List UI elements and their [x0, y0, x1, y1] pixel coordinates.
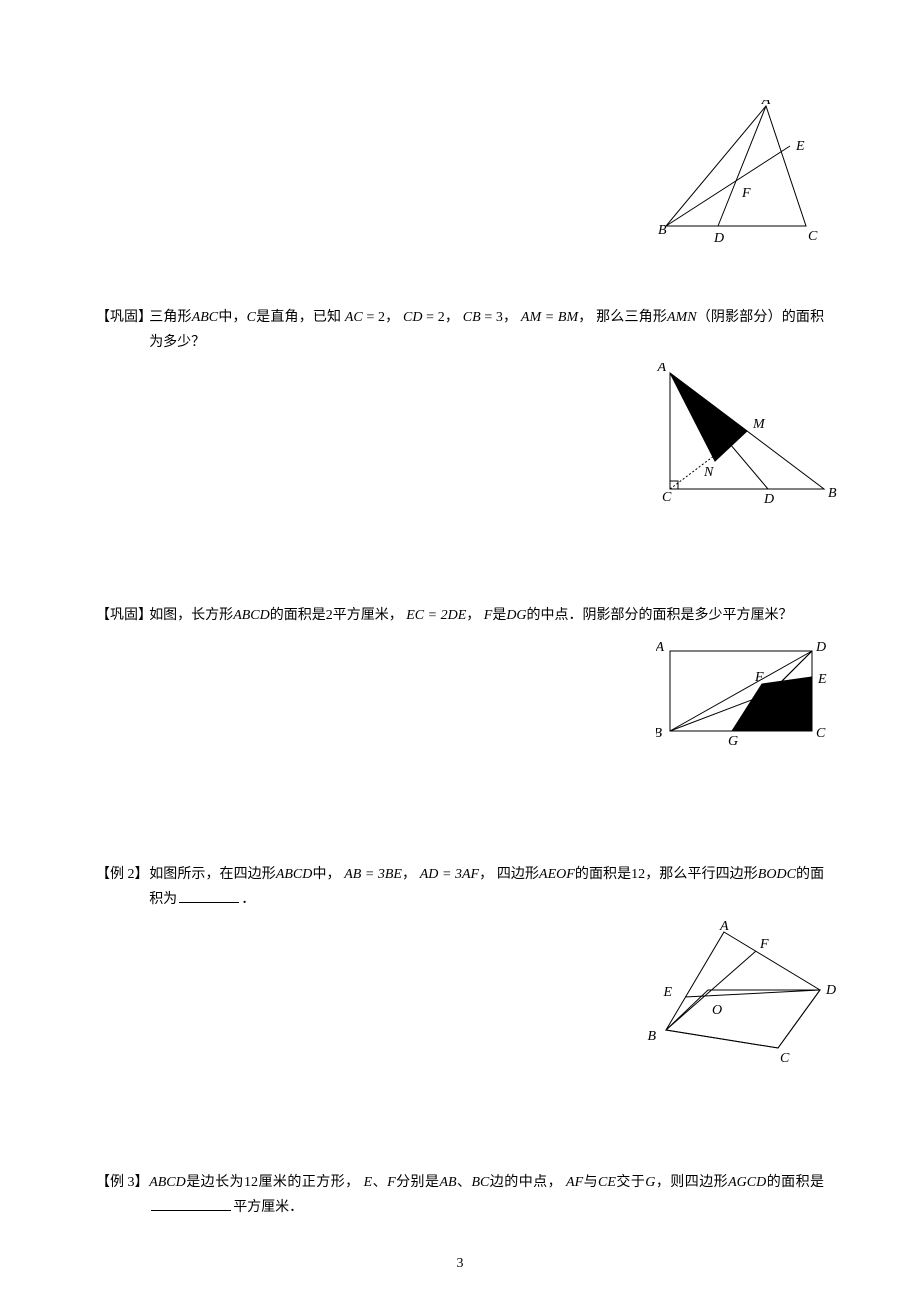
problem-consolidate-1: 【巩固】 三角形ABC中，C是直角，已知 AC = 2， CD = 2， CB … — [96, 305, 824, 355]
text-example-2: 如图所示，在四边形ABCD中， AB = 3BE， AD = 3AF， 四边形A… — [149, 862, 824, 912]
label-B: B — [828, 486, 837, 501]
diagram-3-svg: A D B C E F G — [656, 637, 836, 747]
shaded-amn — [670, 373, 747, 461]
label-example-3: 【例 3】 — [96, 1170, 149, 1220]
label-D: D — [815, 640, 826, 655]
text-example-3: ABCD是边长为12厘米的正方形， E、F分别是AB、BC边的中点， AF与CE… — [149, 1170, 824, 1220]
text-consolidate-1: 三角形ABC中，C是直角，已知 AC = 2， CD = 2， CB = 3， … — [149, 305, 824, 355]
label-D: D — [825, 983, 836, 998]
label-A: A — [719, 920, 729, 934]
figure-1-triangle-abc: A B C D E F — [656, 100, 824, 255]
label-B: B — [656, 726, 662, 741]
label-B: B — [647, 1029, 656, 1044]
diagram-4-svg: A F D E O B C — [636, 920, 846, 1065]
label-F: F — [759, 937, 769, 952]
problem-consolidate-2: 【巩固】 如图，长方形ABCD的面积是2平方厘米， EC = 2DE， F是DG… — [96, 603, 824, 628]
label-C: C — [808, 229, 818, 244]
label-E: E — [795, 139, 805, 154]
label-C: C — [662, 490, 672, 505]
label-consolidate-2: 【巩固】 — [96, 603, 149, 628]
page-number: 3 — [0, 1256, 920, 1272]
figure-4-quadrilateral: A F D E O B C — [636, 920, 824, 1070]
problem-example-2: 【例 2】 如图所示，在四边形ABCD中， AB = 3BE， AD = 3AF… — [96, 862, 824, 912]
label-C: C — [816, 726, 826, 741]
shaded-region — [732, 677, 812, 731]
blank-example-2 — [179, 902, 239, 903]
label-E: E — [817, 672, 827, 687]
label-consolidate-1: 【巩固】 — [96, 305, 149, 355]
figure-2-triangle-amn: A B C D M N — [656, 363, 824, 513]
figure-3-rectangle-abcd: A D B C E F G — [656, 637, 824, 752]
label-G: G — [728, 734, 738, 747]
diagram-2-svg: A B C D M N — [656, 363, 846, 508]
label-M: M — [752, 417, 766, 432]
blank-example-3 — [151, 1210, 231, 1211]
label-D: D — [763, 492, 774, 507]
label-F: F — [754, 670, 764, 685]
label-A: A — [761, 100, 771, 108]
label-N: N — [703, 465, 714, 480]
label-C: C — [780, 1051, 790, 1065]
label-D: D — [713, 231, 724, 246]
label-example-2: 【例 2】 — [96, 862, 149, 912]
text-consolidate-2: 如图，长方形ABCD的面积是2平方厘米， EC = 2DE， F是DG的中点．阴… — [149, 603, 824, 628]
label-A: A — [656, 640, 664, 655]
label-E: E — [662, 985, 672, 1000]
label-O: O — [712, 1003, 722, 1018]
problem-example-3: 【例 3】 ABCD是边长为12厘米的正方形， E、F分别是AB、BC边的中点，… — [96, 1170, 824, 1220]
label-B: B — [658, 223, 667, 238]
label-A: A — [656, 363, 666, 375]
diagram-1-svg: A B C D E F — [656, 100, 826, 250]
label-F: F — [741, 186, 751, 201]
